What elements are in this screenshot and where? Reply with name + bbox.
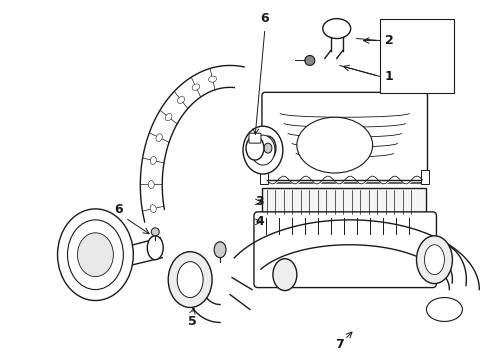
Text: 1: 1 bbox=[385, 70, 393, 83]
Text: 6: 6 bbox=[261, 12, 270, 25]
Ellipse shape bbox=[150, 205, 156, 213]
Ellipse shape bbox=[77, 233, 113, 276]
Text: 2: 2 bbox=[385, 34, 393, 47]
Bar bbox=[380, 19, 454, 93]
Bar bbox=[431, 259, 441, 276]
Ellipse shape bbox=[148, 181, 154, 189]
Ellipse shape bbox=[297, 117, 372, 173]
Ellipse shape bbox=[251, 135, 275, 165]
Ellipse shape bbox=[192, 84, 200, 90]
FancyBboxPatch shape bbox=[254, 212, 437, 288]
Text: 5: 5 bbox=[188, 315, 196, 328]
Ellipse shape bbox=[323, 19, 351, 39]
Ellipse shape bbox=[424, 245, 444, 275]
Ellipse shape bbox=[150, 157, 156, 165]
Ellipse shape bbox=[68, 220, 123, 289]
Bar bbox=[421, 170, 429, 184]
Ellipse shape bbox=[273, 259, 297, 291]
Ellipse shape bbox=[168, 252, 212, 307]
Ellipse shape bbox=[151, 228, 159, 236]
Text: 4: 4 bbox=[255, 215, 264, 228]
FancyBboxPatch shape bbox=[249, 133, 261, 143]
Bar bbox=[260, 170, 268, 184]
Ellipse shape bbox=[426, 298, 463, 321]
Ellipse shape bbox=[243, 126, 283, 174]
Ellipse shape bbox=[147, 236, 163, 260]
Ellipse shape bbox=[156, 134, 162, 141]
Bar bbox=[262, 188, 426, 216]
Ellipse shape bbox=[260, 136, 276, 160]
Ellipse shape bbox=[57, 209, 133, 301]
Text: 6: 6 bbox=[114, 203, 122, 216]
Ellipse shape bbox=[305, 55, 315, 66]
Text: 3: 3 bbox=[255, 195, 264, 208]
Ellipse shape bbox=[264, 143, 272, 153]
Ellipse shape bbox=[416, 236, 452, 284]
Ellipse shape bbox=[177, 262, 203, 298]
Ellipse shape bbox=[185, 287, 205, 302]
Ellipse shape bbox=[209, 76, 217, 82]
FancyBboxPatch shape bbox=[262, 92, 427, 183]
Ellipse shape bbox=[177, 96, 185, 103]
Ellipse shape bbox=[214, 242, 226, 258]
Ellipse shape bbox=[246, 136, 264, 160]
Ellipse shape bbox=[165, 113, 172, 121]
Text: 7: 7 bbox=[335, 338, 344, 351]
